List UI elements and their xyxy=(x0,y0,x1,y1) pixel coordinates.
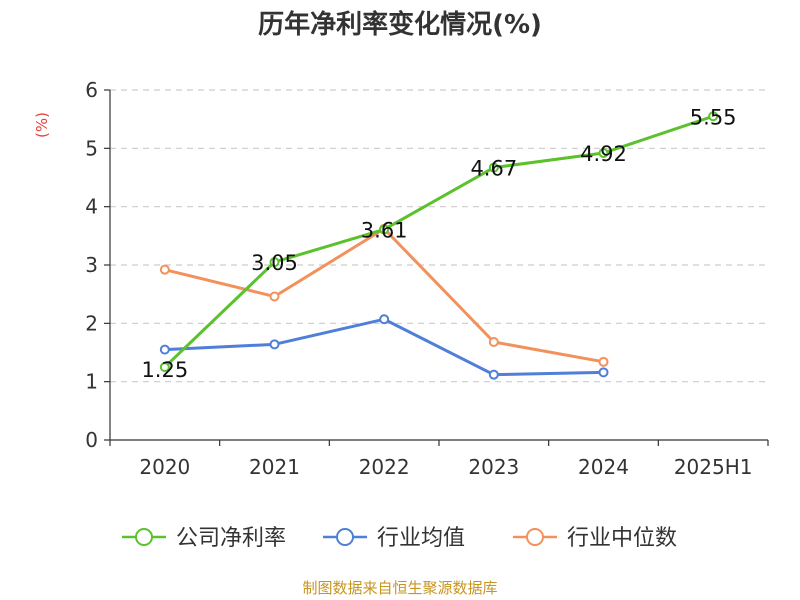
data-label: 5.55 xyxy=(690,105,737,129)
data-point xyxy=(488,369,499,380)
series-lines xyxy=(159,111,719,380)
data-point xyxy=(159,264,170,275)
data-point xyxy=(269,291,280,302)
y-tick-label: 3 xyxy=(85,253,98,277)
legend-marker xyxy=(526,528,544,546)
chart-title: 历年净利率变化情况(%) xyxy=(258,9,542,40)
data-label: 1.25 xyxy=(141,358,188,382)
legend-label: 公司净利率 xyxy=(176,526,286,551)
data-point xyxy=(488,337,499,347)
x-tick-label: 2023 xyxy=(468,455,519,479)
data-label: 4.92 xyxy=(580,142,627,166)
legend: 公司净利率 行业均值 行业中位数 xyxy=(122,526,677,551)
data-point xyxy=(159,344,170,355)
data-point xyxy=(708,111,719,122)
data-point xyxy=(598,367,609,378)
legend-label: 行业中位数 xyxy=(567,526,677,551)
y-axis-unit: (%) xyxy=(33,112,51,138)
y-tick-label: 2 xyxy=(85,311,98,335)
x-tick-label: 2020 xyxy=(139,455,190,479)
legend-marker xyxy=(135,528,153,546)
y-tick-label: 5 xyxy=(85,136,98,160)
legend-label: 行业均值 xyxy=(377,526,465,551)
x-tick-label: 2025H1 xyxy=(674,455,753,479)
data-point xyxy=(488,162,499,173)
y-tick-label: 1 xyxy=(85,370,98,394)
data-label: 3.61 xyxy=(361,218,408,242)
data-point xyxy=(598,356,609,367)
series-line xyxy=(163,114,714,369)
data-point xyxy=(379,224,390,235)
x-tick-label: 2024 xyxy=(578,455,629,479)
y-tick-label: 6 xyxy=(85,78,98,102)
source-note: 制图数据来自恒生聚源数据库 xyxy=(302,579,497,597)
grid-lines xyxy=(110,89,768,383)
data-point xyxy=(269,257,280,268)
y-tick-label: 0 xyxy=(85,428,98,452)
data-point xyxy=(159,362,170,373)
y-tick-label: 4 xyxy=(85,195,98,219)
data-label: 4.67 xyxy=(470,157,517,181)
x-tick-label: 2022 xyxy=(359,455,410,479)
data-labels: 1.25 3.05 3.61 4.67 4.92 5.55 xyxy=(141,105,736,382)
x-tick-label: 2021 xyxy=(249,455,300,479)
legend-marker xyxy=(336,528,354,546)
data-point xyxy=(598,148,609,158)
series-line xyxy=(164,227,604,364)
axes: 0 1 2 3 4 5 6 2020 2021 2022 2023 2024 2025H1 xyxy=(85,78,769,479)
data-point xyxy=(269,339,280,350)
data-label: 3.05 xyxy=(251,251,298,275)
data-point xyxy=(379,314,390,325)
series-line xyxy=(164,317,604,377)
